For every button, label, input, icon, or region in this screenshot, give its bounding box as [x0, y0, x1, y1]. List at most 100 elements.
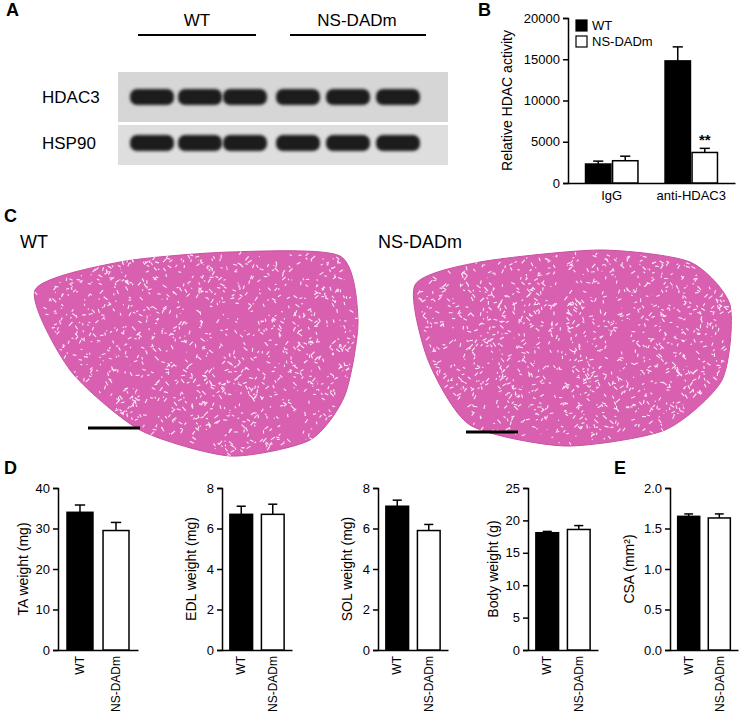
tissue-gap — [538, 275, 542, 276]
tissue-gap — [683, 386, 686, 388]
tissue-gap — [531, 373, 532, 377]
tissue-gap — [287, 439, 290, 442]
tissue-gap — [263, 438, 266, 442]
tissue-gap — [578, 426, 580, 428]
tissue-gap — [332, 353, 334, 355]
tissue-gap — [692, 283, 693, 285]
tissue-gap — [69, 284, 72, 286]
tissue-gap — [336, 257, 339, 260]
tissue-gap — [54, 286, 58, 288]
tissue-gap — [704, 294, 707, 297]
tissue-gap — [649, 358, 651, 360]
tissue-gap — [422, 300, 426, 302]
tissue-gap — [330, 374, 334, 376]
tissue-gap — [115, 283, 117, 285]
tissue-gap — [270, 396, 272, 397]
tissue-gap — [523, 333, 525, 336]
tissue-gap — [161, 361, 165, 363]
tissue-gap — [603, 374, 607, 375]
tissue-gap — [508, 411, 509, 413]
tissue-gap — [698, 358, 700, 360]
tissue-gap — [616, 257, 618, 259]
tissue-gap — [155, 323, 157, 324]
tissue-gap — [186, 351, 188, 352]
tissue-gap — [254, 415, 256, 418]
tissue-gap — [603, 320, 605, 321]
tissue-gap — [638, 309, 639, 313]
tissue-gap — [478, 387, 480, 389]
tissue-gap — [209, 369, 212, 373]
tissue-gap — [552, 256, 553, 257]
tissue-gap — [250, 275, 251, 279]
tissue-gap — [244, 342, 246, 344]
tissue-gap — [219, 441, 222, 445]
tissue-gap — [168, 266, 171, 268]
tissue-gap — [652, 262, 656, 264]
tissue-gap — [682, 404, 684, 405]
tissue-gap — [598, 405, 602, 407]
tissue-gap — [463, 319, 466, 321]
tissue-gap — [583, 371, 585, 372]
tissue-gap — [224, 407, 225, 409]
tissue-gap — [161, 427, 162, 428]
tissue-gap — [147, 374, 149, 376]
tissue-gap — [655, 266, 659, 268]
tissue-gap — [232, 294, 235, 296]
tissue-gap — [119, 347, 121, 350]
tissue-gap — [83, 378, 84, 382]
tissue-gap — [636, 287, 637, 289]
tissue-gap — [195, 344, 196, 348]
tissue-gap — [88, 294, 90, 296]
tissue-gap — [298, 325, 299, 326]
tissue-gap — [524, 356, 526, 359]
tissue-gap — [209, 289, 212, 293]
tissue-gap — [472, 404, 473, 407]
tissue-gap — [684, 296, 686, 298]
tissue-gap — [173, 336, 174, 338]
tissue-gap — [285, 284, 286, 286]
blot-band — [130, 135, 174, 151]
tissue-gap — [452, 327, 454, 328]
tissue-gap — [217, 319, 219, 323]
tissue-gap — [689, 302, 691, 304]
tissue-gap — [655, 382, 657, 384]
tissue-gap — [643, 267, 646, 270]
tissue-gap — [240, 252, 242, 253]
tissue-gap — [458, 396, 461, 399]
tissue-gap — [597, 350, 601, 351]
tissue-gap — [172, 419, 174, 422]
tissue-gap — [196, 397, 197, 399]
tissue-gap — [631, 271, 635, 273]
tissue-gap — [450, 365, 452, 368]
tissue-gap — [309, 438, 313, 440]
tissue-gap — [89, 375, 91, 377]
tissue-gap — [204, 401, 206, 403]
tissue-gap — [721, 360, 724, 361]
tissue-gap — [205, 333, 208, 334]
tissue-gap — [529, 303, 530, 306]
tissue-gap — [634, 363, 638, 365]
tissue-gap — [496, 402, 498, 404]
tissue-gap — [587, 373, 589, 376]
tissue-gap — [583, 291, 586, 293]
tissue-gap — [245, 256, 248, 260]
tissue-gap — [219, 405, 221, 409]
tissue-gap — [631, 396, 635, 398]
tissue-gap — [312, 385, 313, 387]
tissue-gap — [248, 304, 251, 305]
tissue-gap — [224, 383, 226, 385]
tissue-gap — [575, 348, 576, 351]
tissue-gap — [526, 257, 527, 259]
tissue-gap — [255, 442, 256, 443]
tissue-gap — [488, 294, 492, 296]
tissue-gap — [556, 255, 557, 258]
tissue-gap — [73, 290, 76, 293]
tissue-gap — [234, 356, 236, 358]
tissue-gap — [114, 369, 116, 370]
tissue-gap — [79, 340, 81, 344]
tissue-gap — [243, 359, 244, 360]
tissue-gap — [161, 298, 163, 300]
tissue-gap — [654, 325, 656, 326]
tissue-gap — [497, 400, 498, 401]
tissue-gap — [512, 402, 514, 404]
